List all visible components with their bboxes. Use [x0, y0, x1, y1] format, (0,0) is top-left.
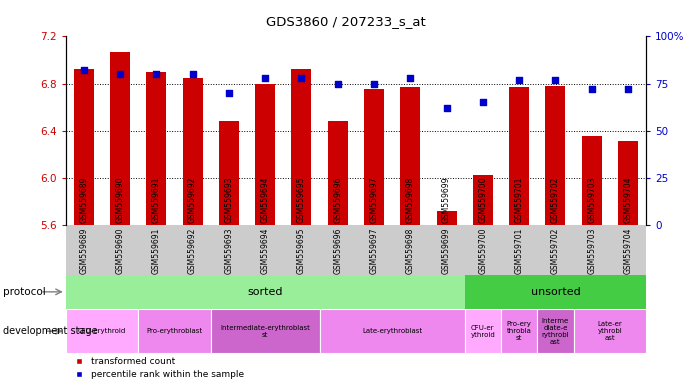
Bar: [292, 70, 312, 225]
Point: [441, 105, 452, 111]
Text: GSM559703: GSM559703: [587, 227, 596, 273]
Text: GSM559697: GSM559697: [370, 227, 379, 273]
Text: Late-er
ythrobl
ast: Late-er ythrobl ast: [598, 321, 622, 341]
Bar: [74, 70, 94, 225]
Text: GSM559704: GSM559704: [623, 227, 632, 273]
Bar: [400, 87, 420, 225]
Text: GSM559689: GSM559689: [79, 227, 88, 273]
Point: [332, 81, 343, 87]
Text: GSM559699: GSM559699: [442, 227, 451, 273]
Bar: [574, 309, 646, 353]
Text: unsorted: unsorted: [531, 287, 580, 297]
Bar: [618, 141, 638, 225]
Text: GSM559698: GSM559698: [406, 227, 415, 273]
Point: [623, 86, 634, 92]
Text: GSM559695: GSM559695: [297, 227, 306, 273]
Text: Interme
diate-e
rythrobl
ast: Interme diate-e rythrobl ast: [542, 318, 569, 345]
Bar: [219, 121, 239, 225]
Bar: [464, 275, 646, 309]
Bar: [437, 210, 457, 225]
Text: sorted: sorted: [247, 287, 283, 297]
Bar: [328, 121, 348, 225]
Bar: [501, 309, 538, 353]
Point: [586, 86, 597, 92]
Text: GSM559694: GSM559694: [261, 227, 269, 273]
Point: [187, 71, 198, 77]
Point: [260, 75, 271, 81]
Bar: [255, 84, 275, 225]
Bar: [146, 72, 167, 225]
Text: GSM559700: GSM559700: [478, 227, 487, 273]
Bar: [545, 86, 565, 225]
Legend: transformed count, percentile rank within the sample: transformed count, percentile rank withi…: [70, 357, 244, 379]
Text: GSM559690: GSM559690: [115, 227, 124, 273]
Point: [296, 75, 307, 81]
Point: [550, 77, 561, 83]
Point: [151, 71, 162, 77]
Text: CFU-er
ythroid: CFU-er ythroid: [471, 325, 495, 338]
Bar: [110, 52, 130, 225]
Bar: [538, 309, 574, 353]
Text: GDS3860 / 207233_s_at: GDS3860 / 207233_s_at: [265, 15, 426, 28]
Bar: [182, 78, 202, 225]
Text: GSM559692: GSM559692: [188, 227, 197, 273]
Text: Intermediate-erythroblast
st: Intermediate-erythroblast st: [220, 325, 310, 338]
Bar: [319, 309, 464, 353]
Point: [223, 90, 234, 96]
Text: protocol: protocol: [3, 287, 46, 297]
Point: [78, 67, 89, 73]
Bar: [509, 87, 529, 225]
Bar: [582, 136, 602, 225]
Text: GSM559693: GSM559693: [225, 227, 234, 273]
Point: [405, 75, 416, 81]
Text: Late-erythroblast: Late-erythroblast: [362, 328, 422, 334]
Text: GSM559702: GSM559702: [551, 227, 560, 273]
Text: GSM559701: GSM559701: [515, 227, 524, 273]
Text: GSM559691: GSM559691: [152, 227, 161, 273]
Point: [368, 81, 379, 87]
Bar: [138, 309, 211, 353]
Text: GSM559696: GSM559696: [333, 227, 342, 273]
Text: development stage: development stage: [3, 326, 98, 336]
Bar: [473, 175, 493, 225]
Text: CFU-erythroid: CFU-erythroid: [78, 328, 126, 334]
Text: Pro-erythroblast: Pro-erythroblast: [146, 328, 202, 334]
Text: Pro-ery
throbla
st: Pro-ery throbla st: [507, 321, 531, 341]
Bar: [66, 275, 464, 309]
Bar: [211, 309, 319, 353]
Bar: [464, 309, 501, 353]
Point: [513, 77, 524, 83]
Bar: [364, 89, 384, 225]
Point: [477, 99, 489, 106]
Point: [115, 71, 126, 77]
Bar: [66, 309, 138, 353]
